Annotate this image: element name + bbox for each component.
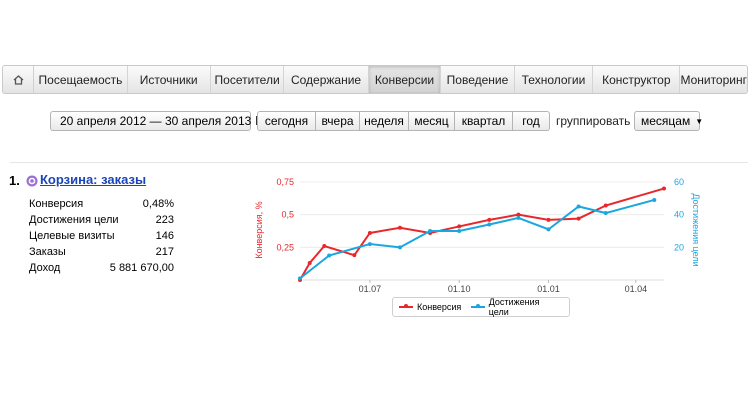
y-right-tick-label: 40 [674,210,684,220]
group-by-value: месяцам [641,114,691,128]
point-conversion [352,253,357,258]
group-by-label: группировать по [556,114,647,128]
date-range-label: 20 апреля 2012 — 30 апреля 2013 [60,114,252,128]
nav-tab-technologies[interactable]: Технологии [515,66,594,93]
chart-series [298,186,666,282]
y-left-tick-label: 0,5 [281,210,294,220]
point-conversion [322,244,327,249]
x-tick-label: 01.10 [448,284,471,294]
stat-label: Конверсия [29,198,84,210]
point-conversion [546,217,551,222]
period-year-button[interactable]: год [522,114,540,128]
stat-row: Заказы 217 [29,244,174,260]
legend-item-conversion[interactable]: Конверсия [399,302,461,312]
point-goal-reaches [516,215,521,220]
chart-grid [300,181,664,281]
stat-value: 5 881 670,00 [109,262,174,274]
point-conversion [487,217,492,222]
x-tick-label: 01.07 [359,284,382,294]
y-right-tick-label: 20 [674,242,684,252]
stat-value: 223 [155,214,174,226]
nav-tab-traffic[interactable]: Посещаемость [34,66,128,93]
home-icon [13,74,24,85]
point-conversion [457,224,462,229]
legend-swatch [399,304,413,308]
nav-tab-conversions[interactable]: Конверсии [368,66,442,93]
point-conversion [516,212,521,217]
stat-row: Доход 5 881 670,00 [29,260,174,276]
nav-tab-sources[interactable]: Источники [128,66,211,93]
period-month-button[interactable]: месяц [409,112,455,130]
stat-value: 146 [155,230,174,242]
stat-row: Конверсия 0,48% [29,196,174,212]
dropdown-arrow-icon: ▼ [695,116,704,126]
x-tick-label: 01.01 [537,284,560,294]
point-goal-reaches [652,197,657,202]
group-by-select[interactable]: месяцам ▼ [634,111,704,131]
goal-title-link[interactable]: Корзина: заказы [40,172,147,187]
goal-icon [26,175,38,187]
point-goal-reaches [457,229,462,233]
legend-label: Достижения цели [488,297,540,317]
date-range-picker[interactable]: 20 апреля 2012 — 30 апреля 2013 ▼ [50,111,278,131]
stat-label: Заказы [29,246,66,258]
point-conversion [662,186,666,191]
goal-stats: Конверсия 0,48% Достижения цели 223 Целе… [29,196,174,276]
y-left-tick-label: 0,25 [276,242,294,252]
main-nav: Посещаемость Источники Посетители Содерж… [2,65,748,94]
x-axis-ticks: 01.07 01.10 01.01 01.04 [359,280,647,294]
series-conversion-line [299,187,665,281]
stat-label: Целевые визиты [29,230,115,242]
goal-number: 1. [9,173,20,188]
point-conversion [397,225,402,230]
nav-tab-monitoring[interactable]: Мониторинг [680,72,747,87]
point-goal-reaches [397,245,402,250]
nav-tab-constructor[interactable]: Конструктор [593,66,681,93]
y-axis-right-label: Достижения цели [691,193,701,266]
y-axis-left-ticks: 0,25 0,5 0,75 [276,177,294,252]
nav-tab-content[interactable]: Содержание [284,66,369,93]
period-quarter-button[interactable]: квартал [455,112,513,130]
section-divider [10,162,748,163]
point-goal-reaches [603,211,608,216]
nav-tab-visitors[interactable]: Посетители [211,66,285,93]
series-goal-reaches-line [299,199,655,280]
stat-label: Доход [29,262,61,274]
stat-label: Достижения цели [29,214,119,226]
y-axis-right-ticks: 20 40 60 [674,177,684,252]
y-axis-left-label: Конверсия, % [254,201,264,258]
legend-swatch [471,304,485,308]
stat-row: Достижения цели 223 [29,212,174,228]
legend-label: Конверсия [417,302,462,312]
point-conversion [603,203,608,208]
chart-legend: Конверсия Достижения цели [392,297,570,317]
point-goal-reaches [327,253,332,258]
stat-value: 0,48% [142,198,174,210]
legend-item-goal-reaches[interactable]: Достижения цели [471,297,559,317]
point-goal-reaches [367,242,372,247]
period-today-button[interactable]: сегодня [258,112,316,130]
nav-tab-behavior[interactable]: Поведение [441,66,515,93]
stat-value: 217 [155,246,174,258]
point-conversion [307,261,312,266]
y-right-tick-label: 60 [674,177,684,187]
period-yesterday-button[interactable]: вчера [316,112,360,130]
y-left-tick-label: 0,75 [276,177,294,187]
point-goal-reaches [487,222,492,227]
point-conversion [367,230,372,235]
point-goal-reaches [546,227,551,232]
stat-row: Целевые визиты 146 [29,228,174,244]
period-week-button[interactable]: неделя [360,112,409,130]
point-goal-reaches [428,229,433,233]
point-conversion [576,216,581,221]
point-goal-reaches [298,276,302,281]
conversion-chart: Конверсия, % Достижения цели 0,25 0,5 0,75… [254,177,701,294]
point-goal-reaches [576,204,581,209]
x-tick-label: 01.04 [625,284,648,294]
nav-home[interactable] [3,66,35,93]
period-buttons: сегодня вчера неделя месяц квартал год [257,111,550,131]
